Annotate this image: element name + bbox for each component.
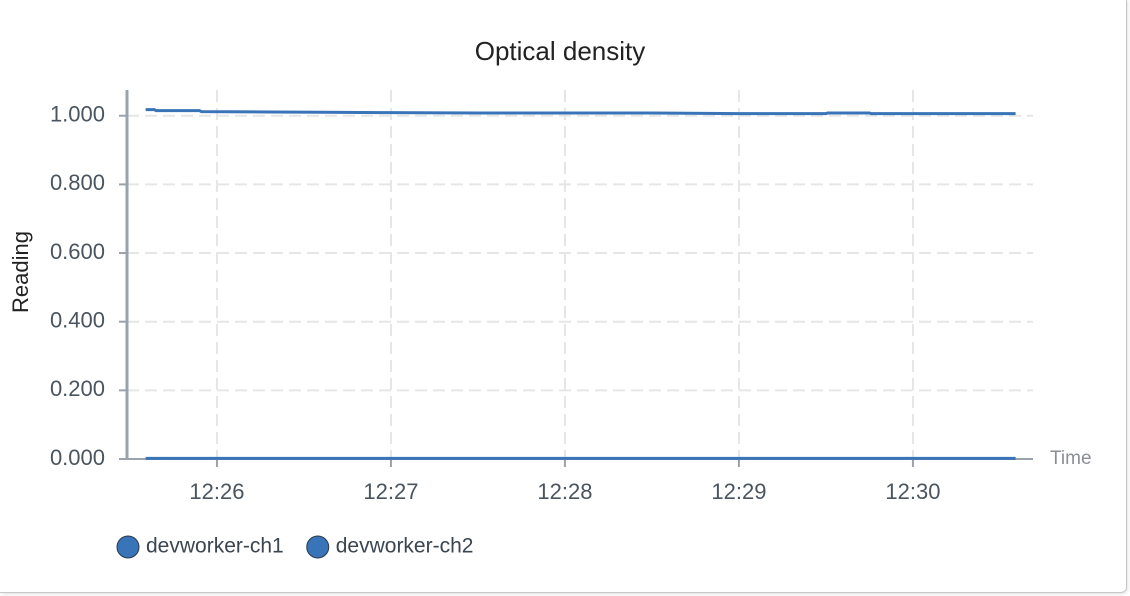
y-tick-label: 1.000 — [50, 102, 105, 127]
x-axis-label: Time — [1050, 448, 1092, 469]
legend-swatch — [116, 535, 140, 559]
series-line — [145, 108, 1016, 116]
y-tick-label: 0.200 — [50, 376, 105, 401]
legend-label: devworker-ch1 — [146, 535, 284, 558]
x-tick-label: 12:27 — [363, 479, 418, 504]
y-tick-label: 0.800 — [50, 170, 105, 195]
y-tick-label: 0.600 — [50, 239, 105, 264]
x-tick-label: 12:30 — [885, 479, 940, 504]
x-tick-label: 12:28 — [537, 479, 592, 504]
y-axis-label: Reading — [8, 231, 33, 313]
y-tick-label: 0.000 — [50, 445, 105, 470]
y-tick-label: 0.400 — [50, 308, 105, 333]
chart-title: Optical density — [475, 36, 646, 66]
x-tick-label: 12:29 — [711, 479, 766, 504]
x-tick-label: 12:26 — [189, 479, 244, 504]
legend-swatch — [306, 535, 330, 559]
legend-label: devworker-ch2 — [336, 535, 474, 558]
